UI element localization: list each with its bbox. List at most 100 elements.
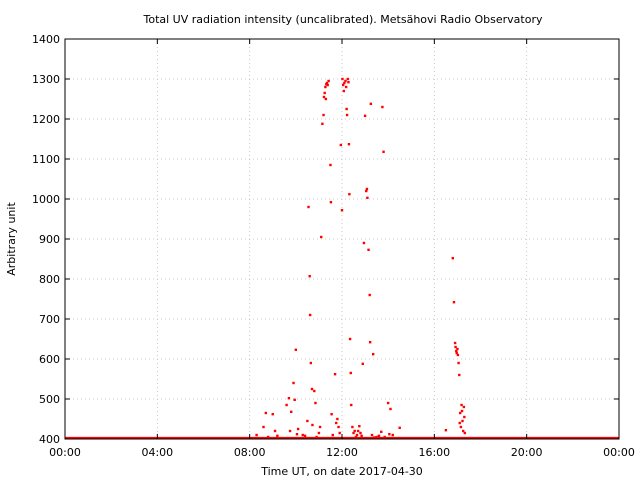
data-point bbox=[294, 348, 298, 351]
data-point bbox=[458, 411, 462, 415]
data-point bbox=[347, 143, 351, 146]
y-tick-label: 1300 bbox=[32, 73, 60, 86]
data-point bbox=[340, 209, 344, 212]
data-point bbox=[271, 413, 274, 416]
data-point bbox=[451, 257, 454, 260]
data-point bbox=[273, 429, 277, 433]
data-point bbox=[336, 417, 339, 421]
data-point bbox=[322, 113, 325, 117]
data-point bbox=[457, 361, 460, 365]
data-point bbox=[461, 419, 464, 423]
data-point bbox=[462, 405, 466, 409]
data-point bbox=[293, 398, 296, 401]
data-point bbox=[345, 113, 349, 117]
data-point bbox=[458, 373, 461, 377]
data-point bbox=[460, 409, 464, 413]
data-point bbox=[381, 105, 384, 109]
data-point bbox=[335, 421, 338, 425]
data-point bbox=[344, 79, 347, 83]
data-point bbox=[308, 275, 311, 278]
data-point bbox=[296, 427, 300, 431]
y-tick-label: 900 bbox=[39, 233, 60, 246]
data-point bbox=[350, 403, 353, 407]
data-point bbox=[398, 426, 401, 429]
data-point bbox=[352, 431, 355, 435]
data-point bbox=[363, 114, 367, 117]
data-point bbox=[456, 353, 460, 357]
data-point bbox=[338, 431, 341, 435]
y-tick-label: 1400 bbox=[32, 33, 60, 46]
data-point bbox=[391, 433, 394, 437]
data-point bbox=[377, 434, 381, 437]
data-point bbox=[461, 429, 465, 433]
data-point bbox=[255, 433, 258, 437]
data-point bbox=[347, 81, 350, 84]
x-tick-label: 00:00 bbox=[603, 446, 635, 459]
y-tick-label: 1100 bbox=[32, 153, 60, 166]
x-axis-label: Time UT, on date 2017-04-30 bbox=[260, 465, 423, 478]
x-tick-label: 00:00 bbox=[49, 446, 81, 459]
data-point bbox=[348, 193, 351, 196]
data-point bbox=[349, 371, 352, 375]
data-point bbox=[382, 150, 385, 153]
grid-lines bbox=[65, 39, 619, 439]
data-point bbox=[321, 122, 324, 125]
data-point bbox=[369, 102, 373, 105]
data-point bbox=[358, 425, 361, 428]
y-tick-label: 400 bbox=[39, 433, 60, 446]
data-point bbox=[444, 429, 448, 432]
data-point bbox=[339, 143, 343, 147]
y-tick-label: 800 bbox=[39, 273, 60, 286]
data-point bbox=[331, 433, 334, 437]
data-point bbox=[310, 387, 314, 391]
data-point bbox=[329, 163, 332, 167]
y-tick-label: 600 bbox=[39, 353, 60, 366]
x-tick-label: 16:00 bbox=[418, 446, 450, 459]
data-point bbox=[355, 433, 359, 437]
data-point bbox=[356, 429, 360, 433]
data-point bbox=[371, 353, 375, 356]
data-point bbox=[454, 345, 457, 349]
data-point bbox=[324, 97, 328, 101]
data-point bbox=[455, 349, 458, 353]
data-point bbox=[295, 433, 299, 436]
data-point bbox=[341, 77, 344, 81]
data-points bbox=[255, 77, 467, 439]
data-point bbox=[325, 81, 329, 85]
data-point bbox=[341, 83, 345, 87]
data-point bbox=[292, 381, 295, 385]
data-point bbox=[365, 189, 368, 193]
data-point bbox=[366, 196, 369, 199]
data-point bbox=[314, 401, 317, 405]
data-point bbox=[333, 373, 337, 376]
data-point bbox=[306, 419, 309, 423]
data-point bbox=[343, 81, 346, 85]
data-point bbox=[327, 79, 330, 83]
y-axis-label: Arbitrary unit bbox=[5, 202, 18, 276]
data-point bbox=[320, 235, 323, 239]
data-point bbox=[452, 301, 456, 304]
x-tick-label: 04:00 bbox=[141, 446, 173, 459]
data-point bbox=[380, 430, 383, 433]
data-point bbox=[453, 341, 457, 345]
data-point bbox=[337, 425, 340, 429]
data-point bbox=[276, 434, 279, 437]
data-point bbox=[386, 401, 390, 405]
data-point bbox=[344, 85, 348, 89]
data-point bbox=[323, 91, 326, 95]
data-point bbox=[368, 341, 372, 344]
data-point bbox=[309, 361, 313, 365]
y-tick-label: 1000 bbox=[32, 193, 60, 206]
data-point bbox=[301, 433, 304, 437]
data-point bbox=[360, 434, 363, 437]
data-point bbox=[367, 248, 370, 251]
data-point bbox=[313, 389, 316, 393]
x-tick-label: 12:00 bbox=[326, 446, 358, 459]
data-point bbox=[317, 431, 321, 435]
data-point bbox=[342, 89, 346, 93]
data-point bbox=[345, 107, 348, 111]
data-point bbox=[365, 187, 369, 191]
data-point bbox=[388, 433, 391, 436]
data-point bbox=[322, 95, 326, 99]
data-point bbox=[285, 403, 288, 407]
